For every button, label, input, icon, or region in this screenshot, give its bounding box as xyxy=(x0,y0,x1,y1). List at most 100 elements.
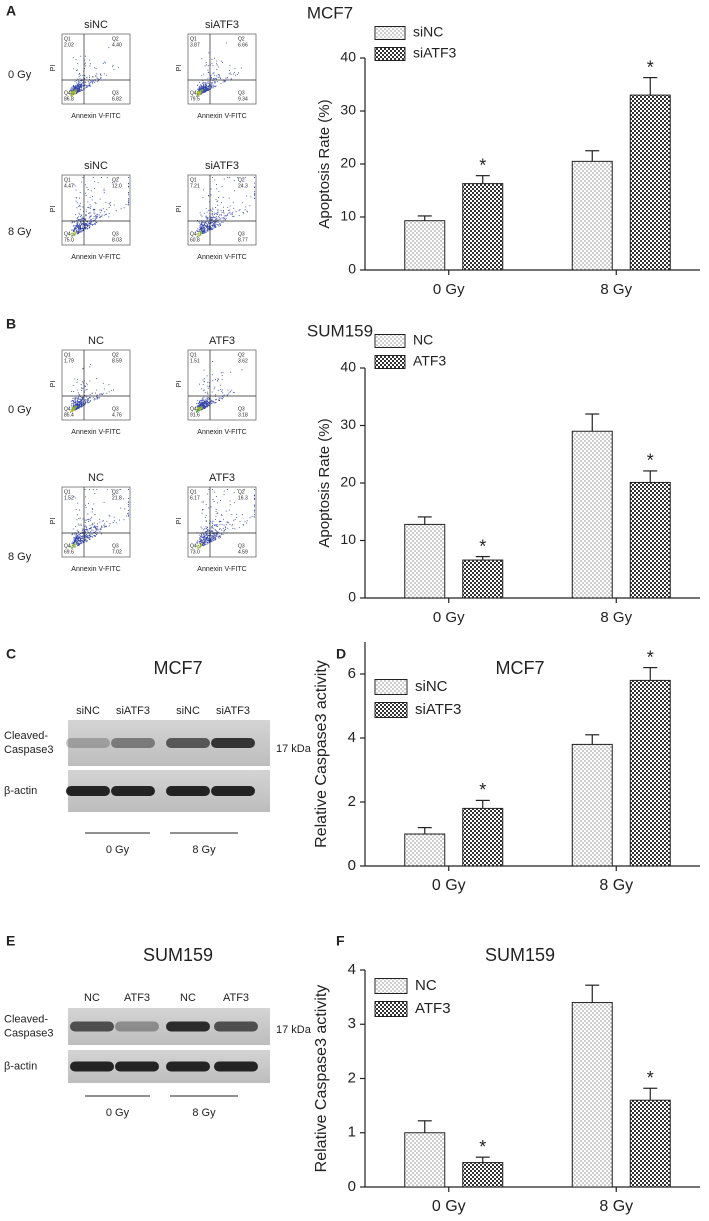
event-dot xyxy=(73,541,75,543)
event-dot xyxy=(217,211,219,213)
event-dot xyxy=(214,539,216,541)
x-tick-label: 8 Gy xyxy=(599,1198,633,1215)
event-dot xyxy=(203,399,205,401)
event-dot xyxy=(231,525,233,527)
event-dot xyxy=(75,540,77,542)
event-dot xyxy=(91,222,93,224)
event-dot xyxy=(79,73,80,74)
event-dot xyxy=(94,213,96,215)
event-dot xyxy=(223,79,225,81)
event-dot xyxy=(214,524,216,526)
event-dot xyxy=(93,216,95,217)
event-dot xyxy=(197,93,199,94)
event-dot xyxy=(75,409,77,410)
event-dot xyxy=(104,525,106,527)
event-dot xyxy=(222,396,224,398)
y-axis-label: Apoptosis Rate (%) xyxy=(316,99,333,228)
event-dot xyxy=(203,231,205,233)
event-dot xyxy=(206,528,207,530)
event-dot xyxy=(218,531,220,533)
event-dot xyxy=(128,202,129,204)
event-dot xyxy=(221,375,223,376)
event-dot xyxy=(112,182,113,183)
event-dot xyxy=(237,489,239,490)
event-dot xyxy=(76,533,78,535)
event-dot xyxy=(72,90,74,92)
event-dot xyxy=(75,185,77,187)
event-dot xyxy=(214,386,216,388)
event-dot xyxy=(76,400,78,402)
event-dot xyxy=(128,192,129,194)
blot-band xyxy=(70,1021,114,1032)
event-dot xyxy=(229,205,231,207)
event-dot xyxy=(207,217,209,218)
plot-label: siNC xyxy=(84,160,108,172)
event-dot xyxy=(207,230,209,232)
event-dot xyxy=(85,228,87,230)
event-dot xyxy=(79,536,81,538)
event-dot xyxy=(75,539,76,541)
event-dot xyxy=(79,87,81,88)
event-dot xyxy=(86,223,88,224)
event-dot xyxy=(98,397,100,399)
event-dot xyxy=(251,516,253,517)
event-dot xyxy=(207,537,209,539)
event-dot xyxy=(196,230,198,232)
event-dot xyxy=(212,212,213,214)
event-dot xyxy=(72,533,73,535)
event-dot xyxy=(216,496,217,497)
event-dot xyxy=(81,402,83,404)
event-dot xyxy=(199,93,200,95)
event-dot xyxy=(128,515,129,517)
event-dot xyxy=(79,517,81,519)
event-dot xyxy=(199,405,201,406)
event-dot xyxy=(198,407,200,409)
event-dot xyxy=(80,229,82,231)
event-dot xyxy=(196,411,198,413)
event-dot xyxy=(219,524,221,526)
event-dot xyxy=(204,544,206,545)
event-dot xyxy=(242,212,244,213)
event-dot xyxy=(73,229,75,230)
event-dot xyxy=(77,224,79,225)
event-dot xyxy=(219,217,220,219)
event-dot xyxy=(225,77,227,79)
event-dot xyxy=(219,534,221,536)
event-dot xyxy=(86,389,88,390)
event-dot xyxy=(95,531,96,533)
event-dot xyxy=(198,229,200,230)
event-dot xyxy=(95,203,97,204)
y-tick-label: 4 xyxy=(348,961,356,978)
quadrant-value: 60.8 xyxy=(190,237,200,243)
chart-title: MCF7 xyxy=(496,658,545,678)
event-dot xyxy=(206,218,208,219)
event-dot xyxy=(200,408,202,409)
event-dot xyxy=(208,227,210,229)
event-dot xyxy=(80,541,82,543)
event-dot xyxy=(87,81,89,82)
event-dot xyxy=(81,89,83,91)
event-dot xyxy=(205,542,206,544)
event-dot xyxy=(82,224,84,226)
event-dot xyxy=(227,389,229,391)
blot-row-label: β-actin xyxy=(4,785,37,797)
event-dot xyxy=(80,90,82,92)
quadrant-value: 4.59 xyxy=(238,549,248,555)
event-dot xyxy=(73,397,75,399)
event-dot xyxy=(73,539,75,541)
event-dot xyxy=(207,493,209,495)
event-dot xyxy=(203,85,205,87)
event-dot xyxy=(204,542,205,543)
event-dot xyxy=(206,539,208,541)
event-dot xyxy=(203,540,205,542)
event-dot xyxy=(206,529,208,531)
event-dot xyxy=(197,405,199,406)
event-dot xyxy=(243,212,245,214)
event-dot xyxy=(106,208,108,210)
event-dot xyxy=(73,233,75,235)
event-dot xyxy=(199,94,201,96)
event-dot xyxy=(78,537,80,539)
event-dot xyxy=(70,88,72,90)
event-dot xyxy=(205,540,206,542)
event-dot xyxy=(75,408,77,410)
